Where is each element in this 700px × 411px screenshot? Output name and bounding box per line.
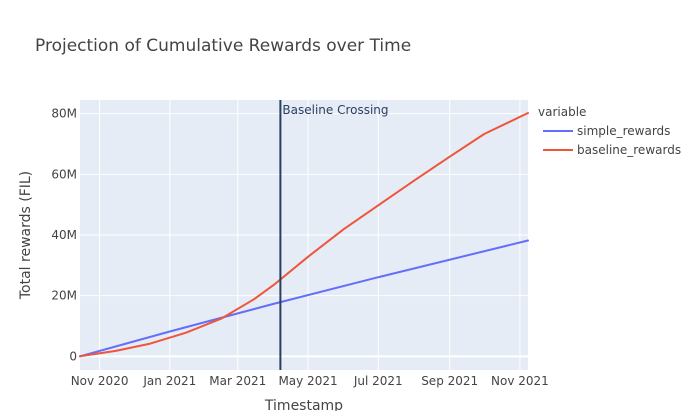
series-layer [79, 112, 529, 358]
legend-item-simple-rewards[interactable]: simple_rewards [543, 124, 670, 138]
legend: variable simple_rewards baseline_rewards [538, 105, 681, 157]
x-tick-labels: Nov 2020 Jan 2021 Mar 2021 May 2021 Jul 2021… [71, 374, 549, 388]
y-tick-label-40m: 40M [51, 228, 77, 242]
legend-title: variable [538, 105, 586, 119]
chart-title: Projection of Cumulative Rewards over Ti… [35, 36, 411, 56]
legend-label-baseline-rewards: baseline_rewards [577, 143, 681, 157]
series-line-baseline-rewards [79, 112, 529, 358]
annotation-layer: Baseline Crossing [279, 100, 389, 370]
y-tick-label-60m: 60M [51, 167, 77, 181]
x-tick-label-jul-2021: Jul 2021 [353, 374, 403, 388]
x-tick-label-sep-2021: Sep 2021 [421, 374, 478, 388]
grid-y [80, 113, 528, 358]
x-tick-label-nov-2021: Nov 2021 [491, 374, 549, 388]
y-tick-label-80m: 80M [51, 107, 77, 121]
x-tick-label-may-2021: May 2021 [278, 374, 337, 388]
vline-label-baseline-crossing: Baseline Crossing [282, 103, 388, 117]
x-tick-label-nov-2020: Nov 2020 [71, 374, 129, 388]
legend-item-baseline-rewards[interactable]: baseline_rewards [543, 143, 681, 157]
y-axis-title: Total rewards (FIL) [18, 171, 34, 300]
x-axis-title: Timestamp [264, 398, 343, 411]
series-line-simple-rewards [79, 239, 529, 358]
legend-label-simple-rewards: simple_rewards [577, 124, 670, 138]
y-tick-labels: 0 20M 40M 60M 80M [51, 107, 77, 364]
x-tick-label-jan-2021: Jan 2021 [142, 374, 196, 388]
y-tick-label-0: 0 [69, 349, 77, 363]
x-tick-label-mar-2021: Mar 2021 [209, 374, 266, 388]
y-tick-label-20m: 20M [51, 289, 77, 303]
